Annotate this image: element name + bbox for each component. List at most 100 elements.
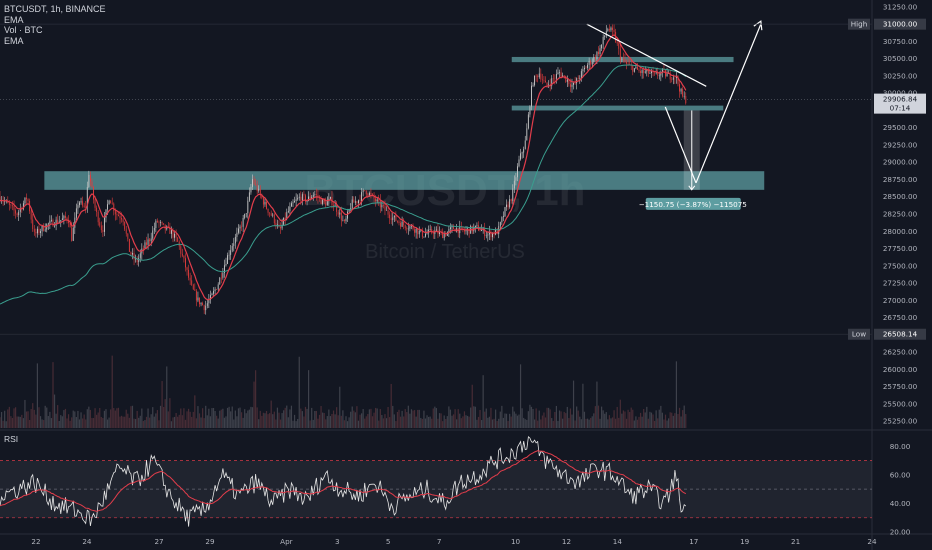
volume-bar <box>387 406 389 428</box>
candle-body <box>591 61 593 65</box>
volume-bar <box>532 408 534 428</box>
volume-bar <box>663 419 665 428</box>
volume-bar <box>55 413 57 428</box>
volume-bar <box>114 410 116 428</box>
candle-body <box>593 57 595 62</box>
legend-volume[interactable]: Vol · BTC <box>4 25 43 35</box>
candle-body <box>649 73 651 74</box>
volume-bar <box>275 419 277 428</box>
volume-bar <box>499 411 501 428</box>
volume-bar <box>342 410 344 428</box>
volume-bar <box>306 408 308 428</box>
candle-body <box>479 230 481 232</box>
candle-body <box>233 243 235 246</box>
candle-body <box>527 114 529 129</box>
legend-ema-1[interactable]: EMA <box>4 14 24 25</box>
volume-bar <box>64 408 67 428</box>
candle-body <box>236 232 238 237</box>
volume-bar <box>357 420 360 428</box>
candle-body <box>289 206 291 212</box>
volume-bar <box>77 410 79 428</box>
candle-body <box>431 228 433 233</box>
candle-body <box>93 186 94 200</box>
volume-bar <box>646 406 648 428</box>
candle-body <box>679 84 680 92</box>
candle-body <box>269 212 271 214</box>
volume-bar <box>664 414 667 428</box>
volume-bar <box>206 415 208 428</box>
volume-bar <box>421 418 423 428</box>
candle-body <box>442 231 444 239</box>
volume-bar <box>272 414 274 428</box>
candle-body <box>114 211 116 215</box>
volume-bar <box>596 381 598 428</box>
volume-bar <box>470 407 472 428</box>
volume-bar <box>647 418 649 428</box>
volume-bar <box>463 411 466 428</box>
time-tick-label: 7 <box>437 537 442 546</box>
volume-bar <box>128 417 130 428</box>
volume-bar <box>122 416 124 428</box>
candle-body <box>587 64 589 68</box>
volume-bar <box>298 356 300 428</box>
price-tick-label: 27500.00 <box>883 261 918 270</box>
volume-bar <box>622 410 625 428</box>
volume-bar <box>18 416 20 428</box>
volume-bar <box>329 416 332 428</box>
candle-body <box>384 205 386 211</box>
candle-body <box>677 76 679 85</box>
candle-body <box>262 197 264 205</box>
volume-bar <box>110 409 112 428</box>
high-value-box <box>874 18 926 30</box>
volume-bar <box>399 416 402 428</box>
candle-body <box>133 253 135 260</box>
volume-bar <box>432 408 434 428</box>
volume-bar <box>429 416 431 428</box>
candle-body <box>146 242 147 245</box>
volume-bar <box>607 419 609 428</box>
volume-bar <box>351 406 353 428</box>
volume-bar <box>675 361 678 428</box>
volume-bar <box>602 410 604 428</box>
volume-bar <box>314 410 316 428</box>
volume-bar <box>608 415 610 428</box>
candle-body <box>481 229 483 232</box>
volume-bar <box>601 406 603 428</box>
candle-body <box>266 201 267 209</box>
legend-ema-2[interactable]: EMA <box>4 35 24 46</box>
candle-body <box>350 208 352 210</box>
candle-body <box>292 202 294 204</box>
price-tick-label: 27250.00 <box>883 279 918 288</box>
candle-body <box>685 95 687 104</box>
volume-bar <box>264 413 266 428</box>
volume-bar <box>484 411 486 428</box>
candle-body <box>223 265 225 273</box>
rsi-line <box>0 436 687 527</box>
bar-countdown: 07:14 <box>890 104 911 113</box>
volume-bar <box>384 414 386 428</box>
candle-body <box>26 197 27 200</box>
volume-bar <box>16 416 18 428</box>
volume-bar <box>41 419 43 428</box>
candle-body <box>429 228 431 230</box>
candle-body <box>518 159 520 167</box>
candle-body <box>635 66 637 69</box>
candle-body <box>343 220 345 222</box>
volume-bar <box>66 418 68 428</box>
candle-body <box>205 305 207 311</box>
volume-bar <box>613 410 615 428</box>
volume-bar <box>265 410 268 428</box>
volume-bar <box>428 416 430 428</box>
candle-body <box>18 211 20 216</box>
volume-bar <box>247 410 249 428</box>
candle-body <box>267 208 269 213</box>
volume-bar <box>336 407 338 428</box>
candle-body <box>303 194 305 196</box>
candle-body <box>169 226 171 234</box>
volume-bar <box>124 416 126 428</box>
volume-bar <box>202 408 204 428</box>
candle-body <box>16 213 18 216</box>
volume-bar <box>541 415 543 428</box>
price-tick-label: 25750.00 <box>883 382 918 391</box>
